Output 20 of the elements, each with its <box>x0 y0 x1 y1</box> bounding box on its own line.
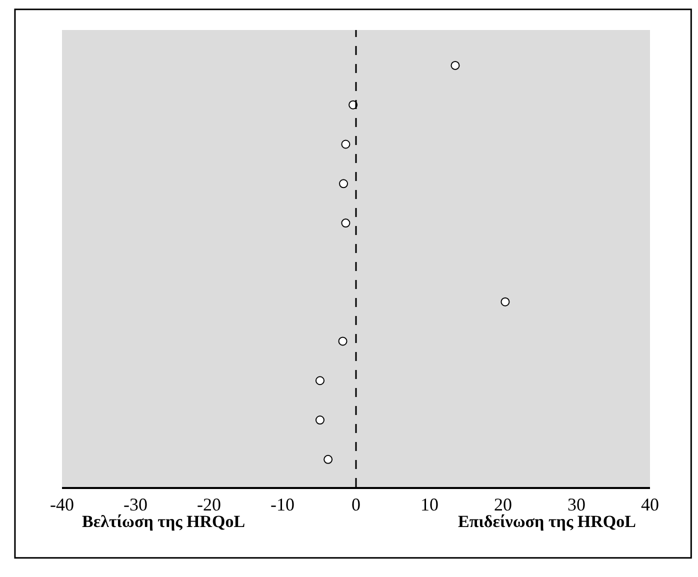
x-tick-label: -20 <box>197 494 221 515</box>
x-tick-label: 30 <box>568 494 586 515</box>
x-tick-label: 20 <box>494 494 512 515</box>
point <box>341 218 350 228</box>
x-tick-label: 0 <box>352 494 360 515</box>
x-tick-label: 10 <box>420 494 438 515</box>
point <box>338 336 348 346</box>
point <box>500 297 510 306</box>
point <box>339 179 348 188</box>
text: Βελτίωση της HRQoL <box>82 512 246 531</box>
point <box>315 416 324 425</box>
point <box>341 140 350 149</box>
point <box>324 454 333 464</box>
x-tick-label: -40 <box>50 494 74 515</box>
point <box>315 376 324 386</box>
x-tick-label: -30 <box>124 494 148 515</box>
text: Επιδείνωση της HRQoL <box>458 512 636 531</box>
point <box>450 60 460 70</box>
x-tick-label: -10 <box>270 494 294 515</box>
x-tick-label: 40 <box>641 494 659 515</box>
